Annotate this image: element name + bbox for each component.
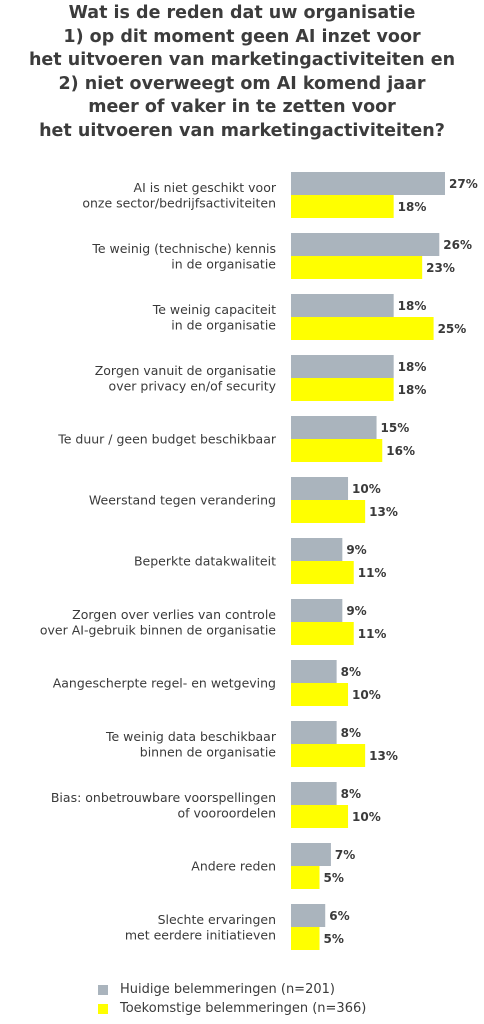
legend-label-current: Huidige belemmeringen (n=201)	[120, 982, 335, 997]
category-label: Andere reden	[191, 859, 276, 874]
category-label: Te weinig data beschikbaar	[105, 729, 277, 744]
value-label-current: 26%	[443, 238, 472, 252]
chart-title: Wat is de reden dat uw organisatie 1) op …	[0, 2, 484, 143]
value-label-current: 8%	[341, 787, 361, 801]
bar-future	[291, 439, 383, 462]
legend-label-future: Toekomstige belemmeringen (n=366)	[120, 1001, 367, 1016]
value-label-future: 5%	[324, 871, 344, 885]
legend-item-future: Toekomstige belemmeringen (n=366)	[98, 999, 366, 1018]
bar-future	[291, 927, 320, 950]
value-label-future: 23%	[426, 261, 455, 275]
category-label: over privacy en/of security	[109, 378, 277, 393]
value-label-current: 6%	[329, 909, 349, 923]
bar-current	[291, 660, 337, 683]
category-label: Te weinig capaciteit	[152, 302, 276, 317]
value-label-future: 25%	[438, 322, 467, 336]
bar-current	[291, 477, 349, 500]
legend-swatch-future	[98, 1003, 108, 1014]
value-label-current: 9%	[346, 604, 366, 618]
legend: Huidige belemmeringen (n=201) Toekomstig…	[98, 980, 366, 1018]
bar-future	[291, 317, 434, 340]
title-line: Wat is de reden dat uw organisatie	[68, 3, 416, 23]
bar-current	[291, 782, 337, 805]
category-label: Weerstand tegen verandering	[89, 493, 276, 508]
bar-future	[291, 744, 366, 767]
bar-future	[291, 683, 349, 706]
category-label: Te weinig (technische) kennis	[91, 241, 276, 256]
category-label: Zorgen over verlies van controle	[72, 607, 276, 622]
bar-current	[291, 599, 343, 622]
value-label-current: 10%	[352, 482, 381, 496]
bar-current	[291, 416, 377, 439]
title-line: meer of vaker in te zetten voor	[88, 97, 396, 117]
bar-current	[291, 294, 394, 317]
category-label: Slechte ervaringen	[158, 912, 276, 927]
bar-future	[291, 805, 349, 828]
legend-item-current: Huidige belemmeringen (n=201)	[98, 980, 366, 999]
bar-future	[291, 256, 423, 279]
category-label: onze sector/bedrijfsactiviteiten	[82, 195, 276, 210]
title-line: het uitvoeren van marketingactiviteiten?	[39, 120, 445, 141]
value-label-current: 7%	[335, 848, 355, 862]
category-label: Beperkte datakwaliteit	[134, 554, 276, 569]
value-label-current: 18%	[398, 360, 427, 374]
bar-future	[291, 561, 354, 584]
value-label-future: 10%	[352, 688, 381, 702]
value-label-current: 9%	[346, 543, 366, 557]
title-line: het uitvoeren van marketingactiviteiten …	[28, 50, 456, 70]
category-label: met eerdere initiatieven	[125, 927, 276, 942]
value-label-current: 27%	[449, 177, 478, 191]
category-label: Te duur / geen budget beschikbaar	[57, 432, 277, 447]
bar-future	[291, 195, 394, 218]
value-label-future: 16%	[386, 444, 415, 458]
bar-current	[291, 843, 331, 866]
value-label-future: 10%	[352, 810, 381, 824]
value-label-future: 18%	[398, 383, 427, 397]
bar-future	[291, 500, 366, 523]
value-label-current: 18%	[398, 299, 427, 313]
value-label-future: 11%	[358, 627, 387, 641]
category-label: of vooroordelen	[177, 805, 276, 820]
value-label-future: 11%	[358, 566, 387, 580]
category-label: in de organisatie	[171, 256, 276, 271]
bar-current	[291, 904, 326, 927]
title-line: 2) niet overweegt om AI komend jaar	[58, 73, 426, 94]
category-label: AI is niet geschikt voor	[134, 180, 277, 195]
category-label: in de organisatie	[171, 317, 276, 332]
bar-current	[291, 355, 394, 378]
value-label-future: 5%	[324, 932, 344, 946]
value-label-current: 8%	[341, 726, 361, 740]
bar-current	[291, 538, 343, 561]
value-label-future: 13%	[369, 749, 398, 763]
category-label: over AI-gebruik binnen de organisatie	[40, 622, 276, 637]
value-label-current: 15%	[381, 421, 410, 435]
bar-current	[291, 172, 445, 195]
value-label-future: 18%	[398, 200, 427, 214]
category-label: Bias: onbetrouwbare voorspellingen	[51, 790, 276, 805]
value-label-future: 13%	[369, 505, 398, 519]
category-label: Aangescherpte regel- en wetgeving	[53, 676, 276, 691]
category-label: binnen de organisatie	[140, 744, 277, 759]
bar-future	[291, 622, 354, 645]
title-line: 1) op dit moment geen AI inzet voor	[63, 26, 421, 47]
category-label: Zorgen vanuit de organisatie	[95, 363, 277, 378]
bar-future	[291, 866, 320, 889]
bar-current	[291, 721, 337, 744]
legend-swatch-current	[98, 984, 108, 995]
bar-current	[291, 233, 440, 256]
bar-future	[291, 378, 394, 401]
value-label-current: 8%	[341, 665, 361, 679]
